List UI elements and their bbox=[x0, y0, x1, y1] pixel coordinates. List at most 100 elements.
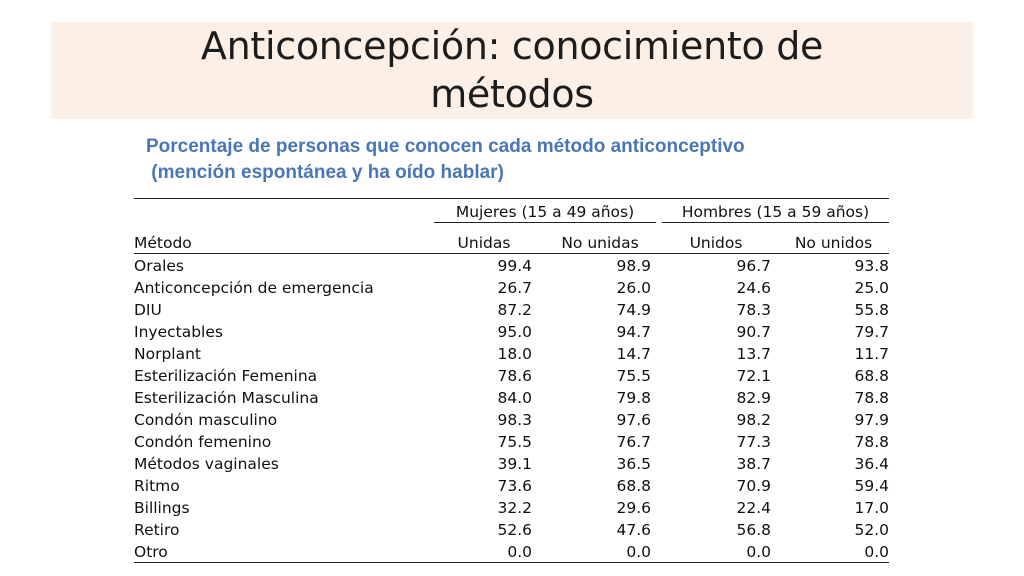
method-name: Condón femenino bbox=[134, 433, 272, 451]
table-row: Esterilización Femenina 78.6 75.5 72.1 6… bbox=[134, 365, 889, 387]
cell-men-united: 96.7 bbox=[736, 257, 771, 275]
cell-women-not-united: 79.8 bbox=[616, 389, 651, 407]
cell-women-not-united: 29.6 bbox=[616, 499, 651, 517]
cell-women-not-united: 74.9 bbox=[616, 301, 651, 319]
cell-men-not-united: 25.0 bbox=[854, 279, 889, 297]
cell-women-not-united: 47.6 bbox=[616, 521, 651, 539]
method-name: Otro bbox=[134, 543, 168, 561]
cell-men-united: 72.1 bbox=[736, 367, 771, 385]
cell-men-not-united: 93.8 bbox=[854, 257, 889, 275]
column-header-men-united: Unidos bbox=[689, 234, 743, 252]
cell-women-not-united: 97.6 bbox=[616, 411, 651, 429]
table-row: Condón masculino 98.3 97.6 98.2 97.9 bbox=[134, 409, 889, 431]
column-header-women-united: Unidas bbox=[457, 234, 511, 252]
slide-subtitle: Porcentaje de personas que conocen cada … bbox=[146, 134, 906, 186]
slide-title-line-1: Anticoncepción: conocimiento de bbox=[200, 24, 824, 68]
column-header-method: Método bbox=[134, 234, 192, 252]
cell-men-not-united: 97.9 bbox=[854, 411, 889, 429]
subtitle-line-2: (mención espontánea y ha oído hablar) bbox=[146, 162, 504, 183]
cell-men-not-united: 52.0 bbox=[854, 521, 889, 539]
cell-women-united: 73.6 bbox=[497, 477, 532, 495]
table-row: Métodos vaginales 39.1 36.5 38.7 36.4 bbox=[134, 453, 889, 475]
cell-women-united: 18.0 bbox=[497, 345, 532, 363]
cell-women-united: 99.4 bbox=[497, 257, 532, 275]
cell-women-not-united: 75.5 bbox=[616, 367, 651, 385]
cell-men-not-united: 11.7 bbox=[854, 345, 889, 363]
cell-men-united: 38.7 bbox=[736, 455, 771, 473]
cell-women-united: 84.0 bbox=[497, 389, 532, 407]
table-body: Orales 99.4 98.9 96.7 93.8 Anticoncepció… bbox=[134, 255, 889, 563]
method-name: Ritmo bbox=[134, 477, 180, 495]
cell-women-united: 78.6 bbox=[497, 367, 532, 385]
table-row: Ritmo 73.6 68.8 70.9 59.4 bbox=[134, 475, 889, 497]
method-name: Esterilización Femenina bbox=[134, 367, 318, 385]
cell-women-united: 52.6 bbox=[497, 521, 532, 539]
cell-men-not-united: 17.0 bbox=[854, 499, 889, 517]
cell-women-united: 26.7 bbox=[497, 279, 532, 297]
table-row: Inyectables 95.0 94.7 90.7 79.7 bbox=[134, 321, 889, 343]
table-row: Billings 32.2 29.6 22.4 17.0 bbox=[134, 497, 889, 519]
slide-title-line-2: métodos bbox=[430, 72, 594, 116]
cell-women-not-united: 0.0 bbox=[626, 543, 651, 561]
cell-men-united: 13.7 bbox=[736, 345, 771, 363]
cell-women-united: 75.5 bbox=[497, 433, 532, 451]
cell-men-united: 56.8 bbox=[736, 521, 771, 539]
method-name: Retiro bbox=[134, 521, 180, 539]
cell-men-united: 24.6 bbox=[736, 279, 771, 297]
table-row: DIU 87.2 74.9 78.3 55.8 bbox=[134, 299, 889, 321]
method-name: DIU bbox=[134, 301, 162, 319]
cell-women-not-united: 26.0 bbox=[616, 279, 651, 297]
table-row: Retiro 52.6 47.6 56.8 52.0 bbox=[134, 519, 889, 541]
cell-men-united: 90.7 bbox=[736, 323, 771, 341]
cell-men-united: 70.9 bbox=[736, 477, 771, 495]
method-name: Norplant bbox=[134, 345, 201, 363]
cell-women-united: 87.2 bbox=[497, 301, 532, 319]
group-header-women: Mujeres (15 a 49 años) bbox=[434, 202, 656, 223]
slide-title: Anticoncepción: conocimiento de métodos bbox=[51, 22, 973, 118]
cell-men-united: 22.4 bbox=[736, 499, 771, 517]
cell-men-united: 78.3 bbox=[736, 301, 771, 319]
method-name: Orales bbox=[134, 257, 184, 275]
method-name: Anticoncepción de emergencia bbox=[134, 279, 374, 297]
column-header-men-not-united: No unidos bbox=[794, 234, 873, 252]
cell-men-not-united: 36.4 bbox=[854, 455, 889, 473]
subtitle-line-1: Porcentaje de personas que conocen cada … bbox=[146, 136, 745, 157]
table-bottom-rule bbox=[134, 562, 889, 563]
cell-women-united: 39.1 bbox=[497, 455, 532, 473]
cell-women-united: 0.0 bbox=[507, 543, 532, 561]
cell-men-not-united: 78.8 bbox=[854, 389, 889, 407]
group-header-men: Hombres (15 a 59 años) bbox=[662, 202, 889, 223]
cell-men-united: 77.3 bbox=[736, 433, 771, 451]
cell-men-not-united: 68.8 bbox=[854, 367, 889, 385]
cell-women-not-united: 94.7 bbox=[616, 323, 651, 341]
cell-men-not-united: 59.4 bbox=[854, 477, 889, 495]
cell-women-united: 95.0 bbox=[497, 323, 532, 341]
column-header-women-not-united: No unidas bbox=[561, 234, 639, 252]
table-row: Esterilización Masculina 84.0 79.8 82.9 … bbox=[134, 387, 889, 409]
method-name: Esterilización Masculina bbox=[134, 389, 319, 407]
table-header-rule bbox=[134, 253, 889, 254]
cell-women-not-united: 14.7 bbox=[616, 345, 651, 363]
cell-men-united: 0.0 bbox=[746, 543, 771, 561]
cell-men-not-united: 79.7 bbox=[854, 323, 889, 341]
cell-women-not-united: 98.9 bbox=[616, 257, 651, 275]
table-row: Otro 0.0 0.0 0.0 0.0 bbox=[134, 541, 889, 563]
cell-women-united: 32.2 bbox=[497, 499, 532, 517]
table-row: Orales 99.4 98.9 96.7 93.8 bbox=[134, 255, 889, 277]
method-name: Condón masculino bbox=[134, 411, 278, 429]
cell-women-united: 98.3 bbox=[497, 411, 532, 429]
method-name: Billings bbox=[134, 499, 190, 517]
cell-women-not-united: 36.5 bbox=[616, 455, 651, 473]
table-top-rule bbox=[134, 198, 889, 199]
cell-men-not-united: 78.8 bbox=[854, 433, 889, 451]
method-name: Inyectables bbox=[134, 323, 223, 341]
cell-women-not-united: 68.8 bbox=[616, 477, 651, 495]
title-band bbox=[51, 22, 973, 119]
cell-men-not-united: 55.8 bbox=[854, 301, 889, 319]
method-name: Métodos vaginales bbox=[134, 455, 279, 473]
cell-men-united: 98.2 bbox=[736, 411, 771, 429]
table-row: Anticoncepción de emergencia 26.7 26.0 2… bbox=[134, 277, 889, 299]
table-row: Condón femenino 75.5 76.7 77.3 78.8 bbox=[134, 431, 889, 453]
table-row: Norplant 18.0 14.7 13.7 11.7 bbox=[134, 343, 889, 365]
cell-women-not-united: 76.7 bbox=[616, 433, 651, 451]
